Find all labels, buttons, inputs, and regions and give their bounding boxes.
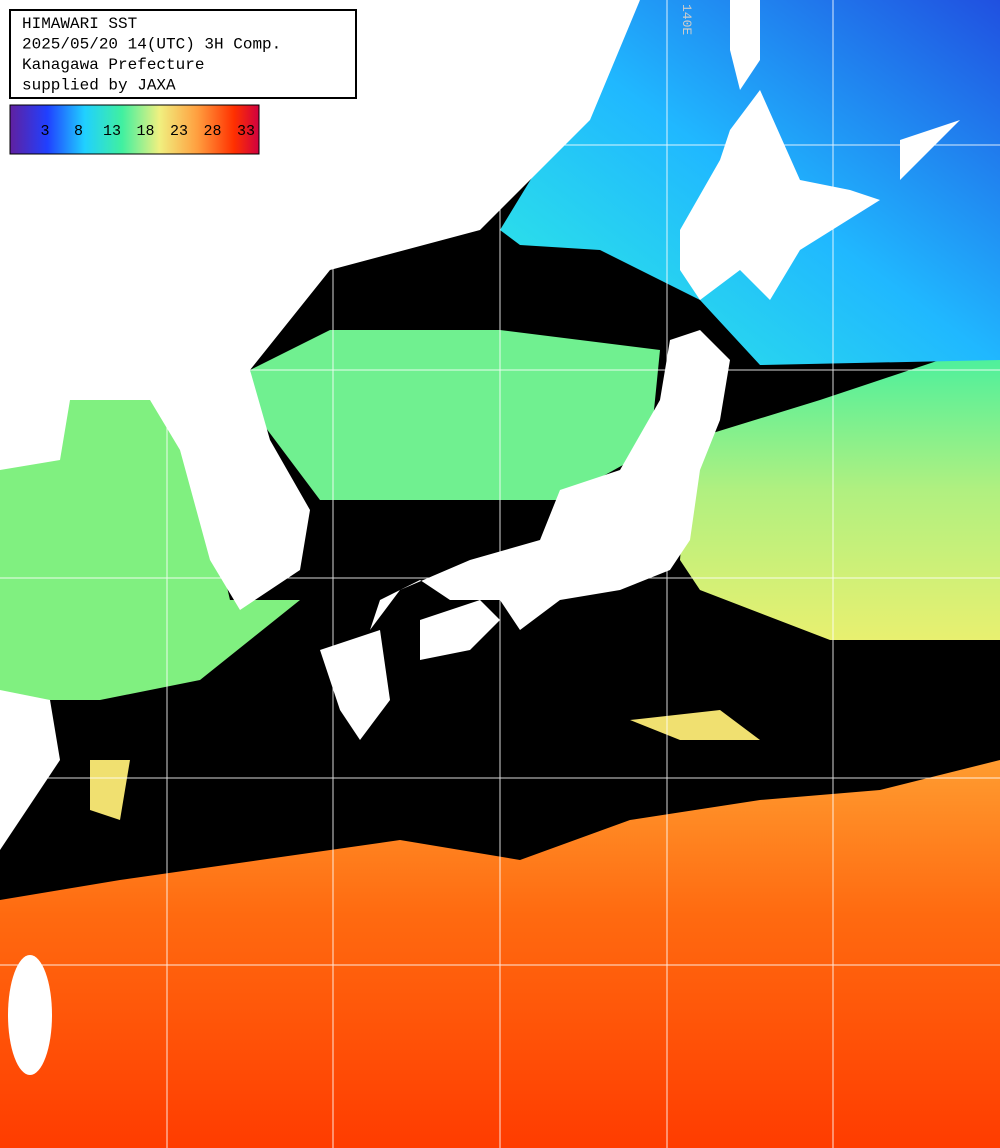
warm-patch <box>90 710 760 820</box>
colorbar-ticks: 3 8 13 18 23 28 33 <box>40 123 255 140</box>
colorbar-tick-label: 3 <box>40 123 49 140</box>
colorbar-tick-label: 8 <box>74 123 83 140</box>
header: HIMAWARI SST 2025/05/20 14(UTC) 3H Comp. K… <box>22 15 281 95</box>
taiwan <box>8 955 52 1075</box>
kyushu <box>320 630 390 740</box>
colorbar-tick-label: 23 <box>170 123 188 140</box>
kuril-islands <box>900 120 960 180</box>
grid-label: 140E <box>679 4 694 35</box>
hokkaido <box>680 90 880 300</box>
honshu <box>370 330 730 630</box>
shikoku <box>420 600 500 660</box>
colorbar-tick-label: 13 <box>103 123 121 140</box>
header-line: supplied by JAXA <box>22 77 176 95</box>
colorbar-tick-label: 28 <box>203 123 221 140</box>
header-line: HIMAWARI SST <box>22 15 137 33</box>
header-line: Kanagawa Prefecture <box>22 56 204 74</box>
header-box <box>9 9 357 99</box>
china-coast <box>0 690 60 850</box>
temperate-water <box>680 340 1000 640</box>
colorbar <box>9 104 260 155</box>
sea-of-japan-water <box>250 330 660 500</box>
yellow-sea-water <box>0 340 300 700</box>
colorbar-tick-label: 18 <box>136 123 154 140</box>
sakhalin <box>730 0 760 90</box>
header-line: 2025/05/20 14(UTC) 3H Comp. <box>22 36 281 54</box>
colorbar-tick-label: 33 <box>237 123 255 140</box>
